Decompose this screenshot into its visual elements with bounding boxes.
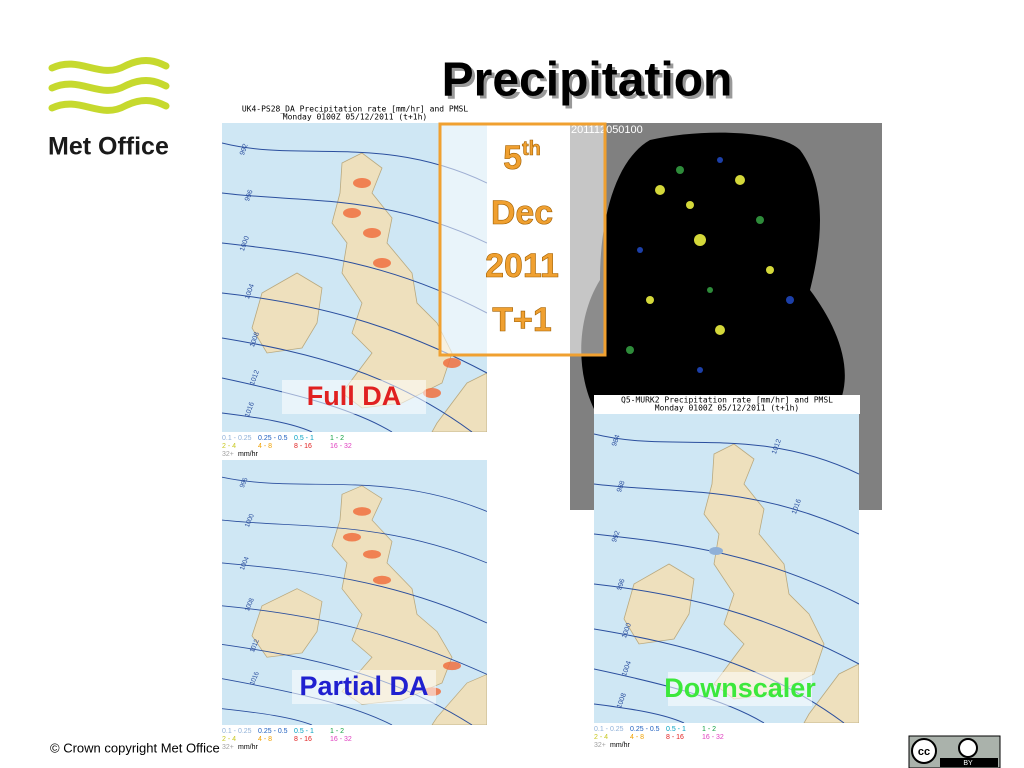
- legend-item: 0.25 - 0.5: [630, 726, 660, 733]
- date-day: 5th: [503, 138, 541, 177]
- map-header-bg: [594, 395, 860, 414]
- legend-unit: mm/hr: [238, 451, 259, 458]
- isobar-label: 996: [244, 189, 255, 202]
- legend-item: 8 - 16: [666, 734, 684, 741]
- isobar-label: 1000: [239, 235, 251, 252]
- rain-patch: [343, 208, 361, 218]
- rain-patch: [373, 575, 391, 585]
- map-header: Q5-MURK2 Precipitation rate [mm/hr] and …: [621, 396, 833, 405]
- logo-text: Met Office: [48, 133, 169, 161]
- rain-patch: [363, 550, 381, 559]
- map-header: Monday 0100Z 05/12/2011 (t+1h): [283, 113, 428, 122]
- legend-item: 0.1 - 0.25: [222, 435, 252, 442]
- isobar-label: 988: [616, 480, 627, 493]
- date-box: 5th Dec 2011 T+1: [438, 122, 607, 357]
- svg-text:cc: cc: [918, 746, 930, 758]
- legend-item: 0.5 - 1: [666, 726, 686, 733]
- panel-label: Partial DA: [299, 671, 428, 701]
- footer: © Crown copyright Met Office: [50, 740, 220, 755]
- legend-bg: [594, 724, 860, 752]
- map-header: Monday 0100Z 05/12/2011 (t+1h): [655, 404, 800, 413]
- map-header: UK4-PS28_DA Precipitation rate [mm/hr] a…: [242, 105, 469, 114]
- date-year: 2011: [485, 247, 559, 285]
- isobar-label: 996: [239, 477, 250, 489]
- isobar-label: 1000: [621, 622, 633, 639]
- label-bg: [668, 672, 812, 706]
- isobar-label: 1012: [249, 369, 261, 386]
- map-panel: 984 988 992 996 1000 1004 1008 1012 1016: [594, 414, 859, 723]
- rain-patch: [443, 661, 461, 671]
- rain-patch: [373, 258, 391, 268]
- isobar-label: 992: [239, 143, 250, 156]
- license-badge: cc BY: [908, 735, 1001, 768]
- title: Precipitation: [442, 54, 733, 107]
- map: 992 996 1000 1004 1008 1012 1016: [222, 123, 487, 432]
- date-month: Dec: [491, 194, 553, 232]
- legend-bg: [222, 433, 488, 461]
- legend-item: 32+: [222, 744, 234, 751]
- legend-bg: [222, 726, 488, 754]
- legend-item: 16 - 32: [330, 443, 352, 450]
- rain-patch: [709, 547, 723, 555]
- isobar-label: 996: [616, 578, 627, 591]
- isobar-label: 1008: [616, 692, 628, 709]
- logo: Met Office: [48, 57, 170, 161]
- legend-unit: mm/hr: [238, 744, 259, 751]
- rain-patch: [353, 507, 371, 516]
- isobar-label: 1004: [244, 283, 256, 300]
- rain-patch: [443, 358, 461, 368]
- isobar-label: 1016: [791, 498, 803, 515]
- isobar-label: 1012: [771, 438, 783, 455]
- legend-item: 0.1 - 0.25: [594, 726, 624, 733]
- legend-item: 4 - 8: [630, 734, 644, 741]
- date-step: T+1: [492, 301, 552, 339]
- isobar-label: 1008: [249, 331, 261, 348]
- map-header-bg: [222, 104, 488, 123]
- rain-patch: [363, 228, 381, 238]
- isobar-label: 984: [611, 434, 622, 447]
- panel-label: Downscaler: [664, 673, 816, 703]
- isobar-label: 992: [611, 530, 622, 543]
- rain-patch: [343, 532, 361, 542]
- legend-item: 1 - 2: [702, 726, 716, 733]
- license-text: BY: [963, 760, 973, 767]
- isobar-label: 1004: [621, 660, 633, 677]
- legend-item: 4 - 8: [258, 736, 272, 743]
- legend-item: 0.25 - 0.5: [258, 728, 288, 735]
- date-suffix: th: [522, 138, 541, 160]
- legend-item: 0.25 - 0.5: [258, 435, 288, 442]
- legend-item: 32+: [222, 451, 234, 458]
- legend-item: 8 - 16: [294, 736, 312, 743]
- legend-item: 2 - 4: [594, 734, 608, 741]
- map-panel: 992 996 1000 1004 1008 1012 1016: [222, 123, 487, 432]
- label-bg: [282, 380, 426, 414]
- legend-item: 1 - 2: [330, 728, 344, 735]
- legend-item: 1 - 2: [330, 435, 344, 442]
- legend-item: 2 - 4: [222, 736, 236, 743]
- title-shadow: Precipitation: [445, 57, 736, 110]
- legend-item: 16 - 32: [702, 734, 724, 741]
- legend-item: 4 - 8: [258, 443, 272, 450]
- legend-item: 2 - 4: [222, 443, 236, 450]
- rain-patch: [353, 178, 371, 188]
- legend-item: 32+: [594, 742, 606, 749]
- label-bg: [292, 670, 436, 704]
- map: 984 988 992 996 1000 1004 1008 1012 1016: [594, 414, 859, 723]
- legend-item: 16 - 32: [330, 736, 352, 743]
- legend-unit: mm/hr: [610, 742, 631, 749]
- legend-item: 8 - 16: [294, 443, 312, 450]
- date-day-number: 5: [503, 139, 522, 177]
- rain-patch: [423, 388, 441, 398]
- panel-label: Full DA: [307, 381, 402, 411]
- legend-item: 0.1 - 0.25: [222, 728, 252, 735]
- legend-item: 0.5 - 1: [294, 435, 314, 442]
- legend-item: 0.5 - 1: [294, 728, 314, 735]
- isobar-label: 1016: [244, 401, 256, 418]
